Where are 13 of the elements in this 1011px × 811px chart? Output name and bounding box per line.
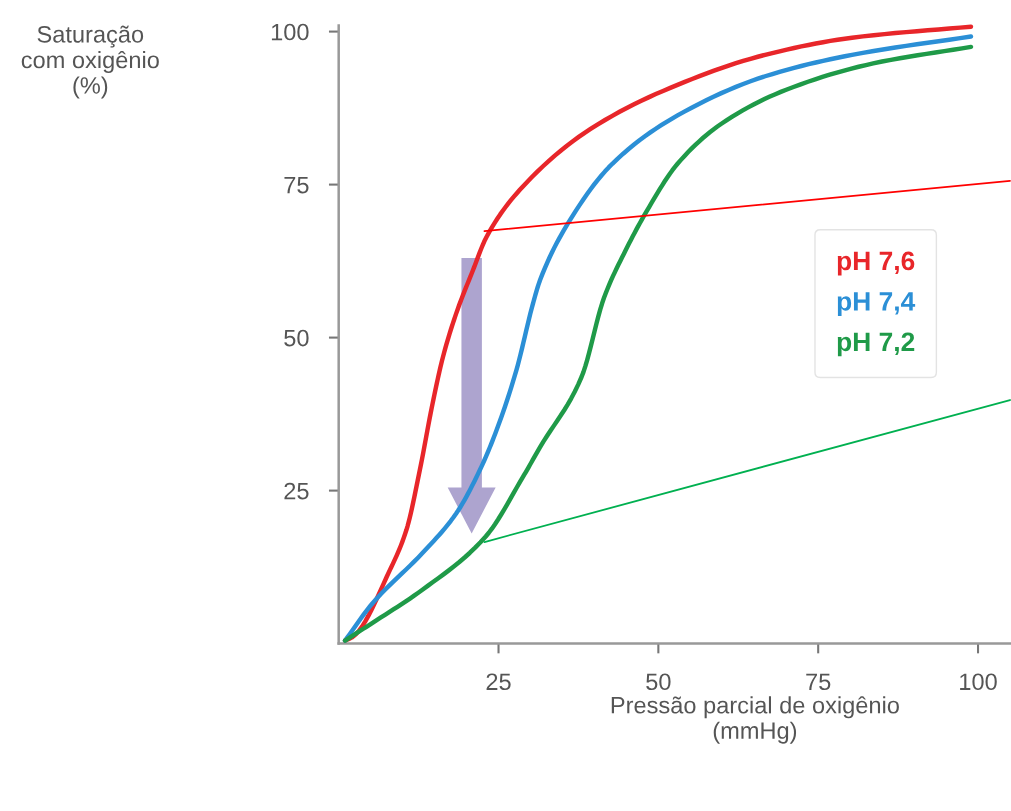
y-tick-label: 50 <box>284 329 309 347</box>
y-tick-label: 75 <box>284 176 309 194</box>
x-tick-label: 50 <box>646 673 671 691</box>
text: pH 7,2 <box>837 332 915 357</box>
x-tick-label: 25 <box>486 673 511 691</box>
text: pH 7,6 <box>837 251 915 276</box>
y-tick-label: 100 <box>271 23 309 41</box>
y-tick-label: 25 <box>284 482 309 500</box>
x-tick-label: 100 <box>960 673 997 691</box>
y-axis-title: Saturação com oxigênio (%) <box>21 25 159 99</box>
x-tick-label: 75 <box>806 673 831 691</box>
x-axis-title: Pressão parcial de oxigênio (mmHg) <box>611 696 899 744</box>
text: pH 7,4 <box>837 292 916 316</box>
